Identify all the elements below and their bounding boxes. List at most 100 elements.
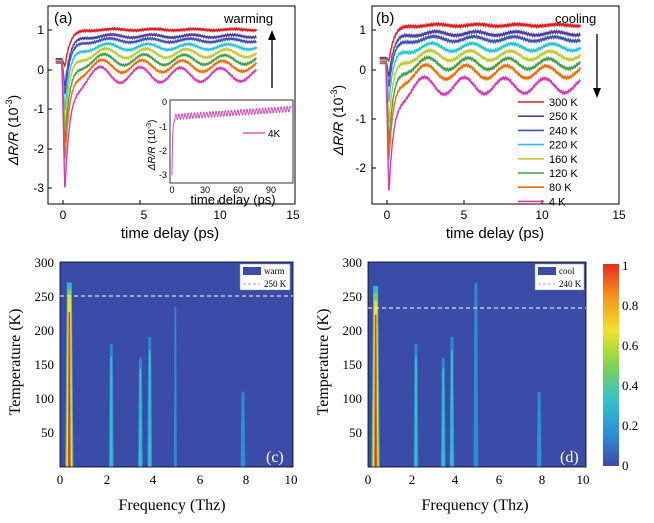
panel-c-xtick: 10 — [285, 472, 298, 487]
series-line-300k — [55, 26, 258, 69]
heatmap-mode-4 — [474, 300, 478, 467]
panel-a-ytick: 0 — [37, 63, 44, 77]
colorbar: 1 0.8 0.6 0.4 0.2 0 — [603, 258, 639, 473]
panel-a-xlabel: time delay (ps) — [121, 225, 219, 242]
colorbar-tick: 0.8 — [622, 298, 638, 313]
panel-b-label: (b) — [376, 10, 394, 27]
panel-a-arrow — [268, 30, 276, 88]
series-line-250k — [379, 28, 581, 77]
panel-a-yticks: 1 0 -1 -2 -3 — [33, 23, 44, 195]
panel-a-annotation: warming — [223, 11, 273, 26]
panel-a-ytick: -3 — [33, 181, 44, 195]
heatmap-mode-2 — [441, 368, 445, 467]
panel-c-ytick: 50 — [41, 425, 54, 440]
panel-a-ytick: -1 — [33, 102, 44, 116]
inset-legend-label: 4K — [268, 129, 281, 140]
heatmap-mode-5 — [241, 399, 245, 467]
series-line-240k — [55, 36, 257, 95]
inset-xtick: 0 — [169, 185, 174, 195]
inset-xtick: 60 — [233, 185, 243, 195]
series-line-220k — [55, 41, 258, 111]
colorbar-tick: 0.6 — [622, 338, 639, 353]
panel-d-legend: cool 240 K — [534, 263, 585, 291]
legend-label: 160 K — [549, 154, 578, 166]
panel-b-annotation: cooling — [555, 11, 596, 26]
legend-label: 80 K — [549, 182, 572, 194]
panel-b-frame — [371, 5, 620, 205]
panel-a-xtick: 0 — [60, 208, 67, 222]
heatmap-mode-1 — [109, 356, 113, 467]
series-line-80k — [55, 57, 258, 160]
colorbar-gradient — [603, 264, 619, 466]
panel-c-xtick: 0 — [57, 472, 64, 487]
panel-d-heatmap — [371, 282, 542, 467]
panel-c-label: (c) — [266, 449, 284, 466]
series-line-80k — [379, 61, 582, 160]
panel-c-dashed-label: 250 K — [264, 279, 287, 289]
panel-a-series — [55, 26, 258, 188]
legend-label: 4 K — [549, 196, 566, 208]
panel-a-inset: 0 -1 -2 -3 0 30 60 90 time delay (ps) ΔR… — [146, 97, 294, 207]
panel-b-arrow — [593, 34, 601, 98]
inset-xtick: 90 — [266, 185, 276, 195]
legend-label: 240 K — [549, 125, 578, 137]
panel-d-ytick: 200 — [343, 323, 363, 338]
panel-b-xtick: 0 — [384, 208, 391, 222]
panel-a-xtick: 5 — [141, 208, 148, 222]
panel-a-xtick: 10 — [213, 208, 227, 222]
panel-b-ytick: 1 — [359, 23, 366, 37]
series-line-120k — [379, 54, 581, 144]
panel-d-xtick: 0 — [365, 472, 372, 487]
panel-d-ytick: 300 — [343, 255, 363, 270]
panel-b-ytick: -1 — [355, 112, 366, 126]
inset-ylabel: ΔR/R (10-3) — [146, 120, 158, 172]
panel-c-legend-label: warm — [264, 266, 285, 276]
heatmap-mode-4 — [173, 307, 177, 467]
series-line-300k — [379, 21, 582, 63]
panel-a-xtick: 15 — [286, 208, 300, 222]
panel-b-xtick: 5 — [461, 208, 468, 222]
colorbar-tick: 0.4 — [622, 378, 639, 393]
legend-label: 250 K — [549, 111, 578, 123]
panel-b-ytick: -2 — [355, 161, 366, 175]
panel-d-legend-label: cool — [559, 266, 575, 276]
panel-c-xtick: 8 — [243, 472, 250, 487]
heatmap-mode-2 — [138, 368, 142, 467]
inset-ytick: -3 — [159, 170, 167, 180]
heatmap-mode-5 — [537, 399, 541, 467]
series-line-160k — [379, 47, 582, 124]
panel-b-legend: 300 K 250 K 240 K 220 K 160 K 120 K 80 K 4 K — [518, 97, 578, 208]
inset-ytick: 0 — [162, 97, 167, 107]
panel-c: warm 250 K (c) 300 250 200 150 100 50 0 … — [7, 255, 298, 514]
panel-d-frame — [367, 261, 587, 468]
inset-series-line — [171, 105, 292, 176]
panel-a-frame — [47, 5, 296, 205]
panel-d-xlabel: Frequency (Thz) — [421, 497, 528, 514]
panel-c-heatmap — [65, 282, 246, 467]
panel-d-label: (d) — [560, 449, 579, 466]
colorbar-tick: 1 — [622, 258, 629, 273]
panel-c-xtick: 4 — [150, 472, 157, 487]
panel-d-ytick: 150 — [343, 357, 363, 372]
panel-d-dashed-label: 240 K — [559, 279, 582, 289]
panel-c-ylabel: Temperature (K) — [7, 309, 24, 416]
series-line-240k — [379, 33, 581, 87]
panel-c-ytick: 200 — [35, 323, 55, 338]
colorbar-tick: 0 — [622, 458, 629, 473]
heatmap-mode-0 — [68, 312, 71, 467]
panel-c-xlabel: Frequency (Thz) — [118, 497, 225, 514]
panel-b-ylabel: ΔR/R (10-3) — [329, 85, 346, 156]
panel-d-xtick: 2 — [409, 472, 416, 487]
series-line-160k — [55, 46, 258, 127]
panel-c-xtick: 6 — [197, 472, 204, 487]
panel-c-ytick: 150 — [35, 357, 55, 372]
panel-d-xtick: 10 — [577, 472, 590, 487]
panel-c-ytick: 300 — [35, 255, 55, 270]
heatmap-mode-3 — [148, 350, 152, 467]
panel-a-label: (a) — [54, 10, 72, 27]
legend-label: 300 K — [549, 97, 578, 109]
inset-xlabel: time delay (ps) — [190, 192, 275, 207]
panel-c-ytick: 100 — [35, 391, 55, 406]
panel-c-legend: warm 250 K — [239, 263, 291, 291]
